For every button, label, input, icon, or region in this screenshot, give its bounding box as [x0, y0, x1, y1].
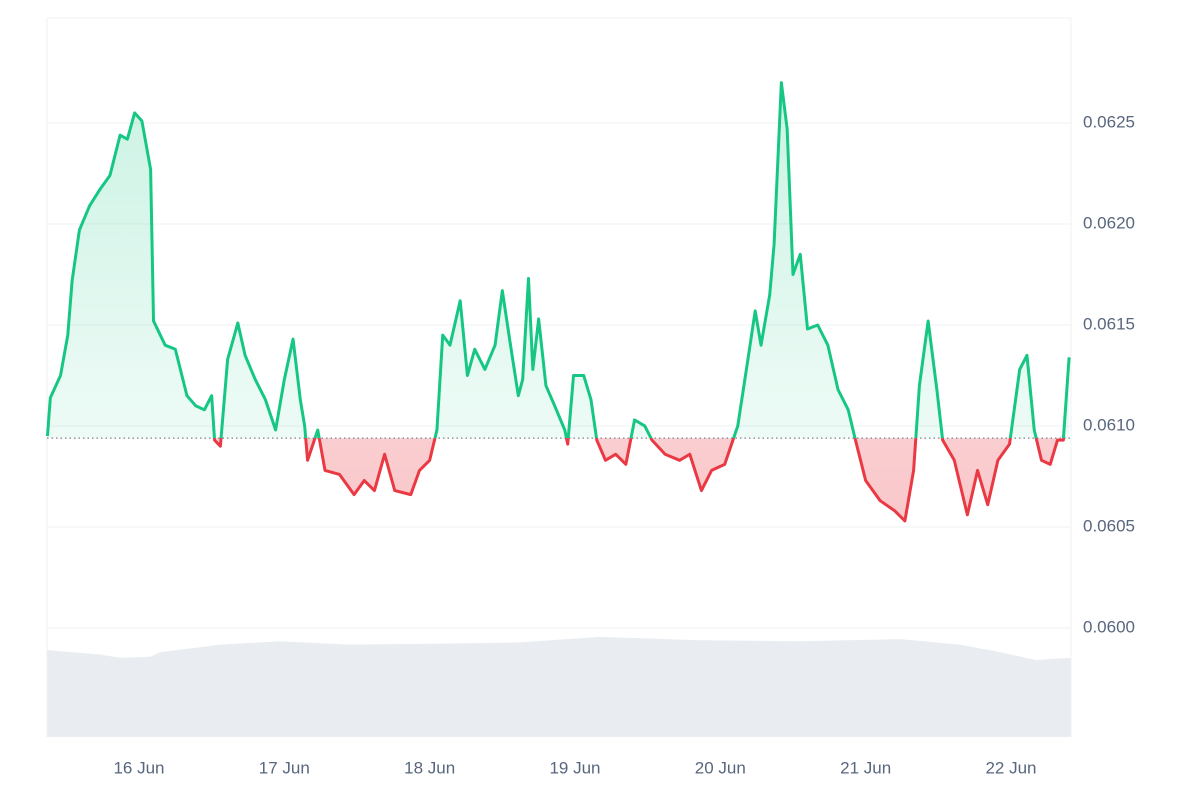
area-above [47, 82, 1070, 439]
x-tick-label: 21 Jun [840, 758, 891, 777]
x-tick-label: 19 Jun [549, 758, 600, 777]
y-tick-label: 0.0625 [1083, 113, 1135, 132]
y-tick-label: 0.0600 [1083, 617, 1135, 636]
y-tick-label: 0.0615 [1083, 314, 1135, 333]
x-tick-label: 22 Jun [985, 758, 1036, 777]
volume-area [47, 636, 1071, 737]
x-tick-label: 17 Jun [259, 758, 310, 777]
y-tick-label: 0.0605 [1083, 516, 1135, 535]
price-line-below [212, 438, 1065, 523]
x-tick-label: 20 Jun [695, 758, 746, 777]
y-tick-label: 0.0620 [1083, 213, 1135, 232]
price-line-above [45, 81, 1071, 439]
y-tick-label: 0.0610 [1083, 415, 1135, 434]
x-tick-label: 16 Jun [113, 758, 164, 777]
x-tick-label: 18 Jun [404, 758, 455, 777]
